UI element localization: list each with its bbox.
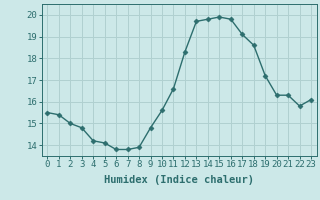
X-axis label: Humidex (Indice chaleur): Humidex (Indice chaleur) [104, 175, 254, 185]
